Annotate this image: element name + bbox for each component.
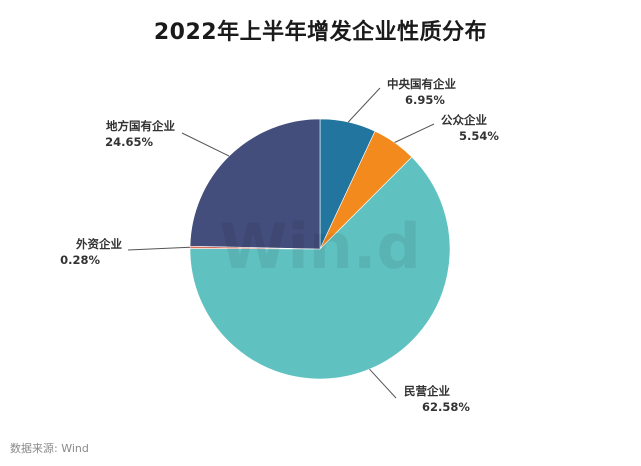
slice-labels: 中央国有企业 6.95% 公众企业 5.54% 民营企业 62.58% 外资企业 0.28% 地… [60, 77, 499, 414]
label-private-name: 民营企业 [404, 384, 450, 398]
leader-lines [127, 87, 435, 399]
label-public-name: 公众企业 [441, 113, 487, 127]
label-local-soe-value: 24.65% [105, 135, 153, 149]
label-foreign-value: 0.28% [60, 253, 100, 267]
label-central-soe-name: 中央国有企业 [387, 77, 456, 91]
pie-slices [189, 118, 451, 380]
watermark: Win.d [219, 210, 421, 283]
leader-line-5 [181, 132, 230, 157]
leader-line-3 [369, 368, 397, 399]
label-local-soe-name: 地方国有企业 [106, 119, 175, 133]
leader-line-2 [394, 123, 435, 143]
label-foreign-name: 外资企业 [75, 237, 122, 251]
label-private-value: 62.58% [422, 400, 470, 414]
leader-line-4 [127, 246, 191, 251]
label-central-soe-value: 6.95% [405, 93, 445, 107]
source-note: 数据来源: Wind [10, 442, 89, 455]
leader-line-1 [347, 87, 381, 123]
label-public-value: 5.54% [459, 129, 499, 143]
chart-title: 2022年上半年增发企业性质分布 [153, 20, 488, 45]
